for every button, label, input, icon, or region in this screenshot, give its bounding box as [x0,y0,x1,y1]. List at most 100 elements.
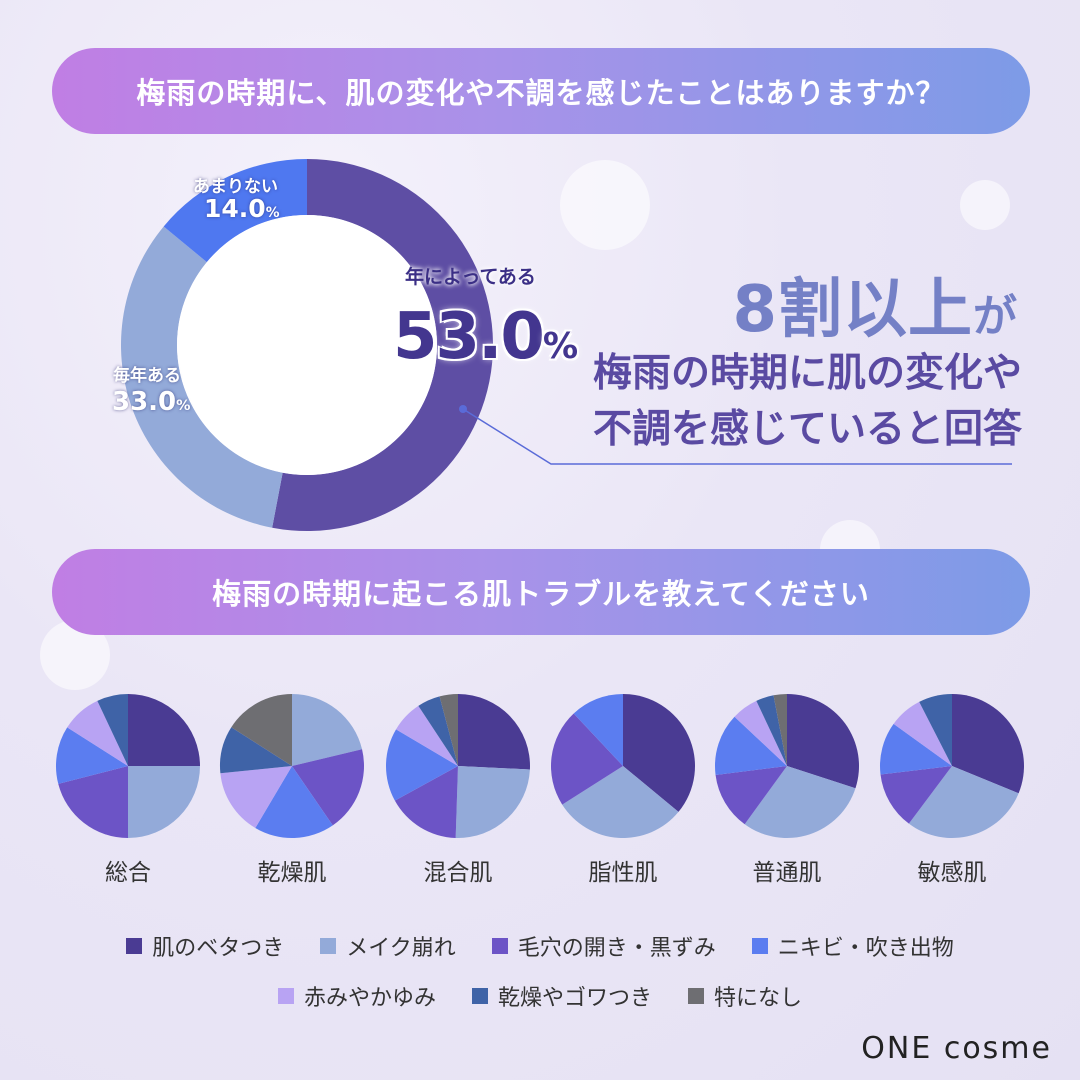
legend-label: 乾燥やゴワつき [497,986,652,1011]
pie-slice-1 [292,694,363,766]
pie-caption: 敏感肌 [917,860,987,886]
pie-slice-5 [756,695,787,766]
legend-swatch [471,988,488,1004]
legend-row: 赤みやかゆみ 乾燥やゴワつき 特になし [0,980,1080,1012]
pie-slice-0 [623,694,695,812]
slice-value-some-years: 53.0% [393,300,579,374]
slice-label-some-years: 年によってある [405,266,536,288]
bg-bokeh [560,160,650,250]
headline-particle: が [973,291,1018,342]
pie-chart-5: 敏感肌 [877,693,1027,887]
pie-chart-2: 混合肌 [383,693,533,887]
legend-item: ニキビ・吹き出物 [751,930,954,962]
legend-item: 特になし [688,980,802,1012]
pie-slice-2 [394,766,458,838]
pie-slice-2 [880,766,952,824]
legend-swatch [491,938,508,954]
pie-slice-5 [919,694,952,766]
slice-value-rarely: 14.0% [204,194,280,223]
pie-caption: 総合 [105,860,151,886]
pie-slice-1 [128,766,200,838]
pie-slice-1 [908,766,1019,838]
bg-bokeh [960,180,1010,230]
pie-slice-1 [562,766,679,838]
legend-swatch [688,988,704,1004]
pie-chart-0: 総合 [53,693,203,887]
pie-slice-5 [220,727,292,774]
legend-swatch [320,938,337,954]
donut-slice-2 [163,159,307,263]
pie-caption: 普通肌 [752,860,822,886]
legend-label: ニキビ・吹き出物 [777,936,954,961]
pie-slice-2 [58,766,129,838]
legend-item: メイク崩れ [320,930,456,962]
pie-slice-0 [952,694,1024,794]
pie-svg [880,694,1024,838]
pie-slice-4 [220,766,292,828]
pie-slice-0 [458,694,530,770]
pie-slice-4 [893,701,952,766]
headline-main-number: 8割以上 [732,273,973,347]
pie-slice-4 [734,700,787,766]
donut-chart [121,159,494,531]
pie-slice-3 [56,727,128,784]
legend-swatch [751,938,768,954]
pie-slice-3 [386,729,458,801]
question-1-text: 梅雨の時期に、肌の変化や不調を感じたことはありますか？ [136,76,946,110]
legend-label: 毛穴の開き・黒ずみ [517,936,716,961]
pie-slice-1 [744,766,856,838]
pie-slice-0 [787,694,859,789]
headline-line-2: 梅雨の時期に肌の変化や [592,351,1022,396]
legend-label: 赤みやかゆみ [303,986,436,1011]
pie-slice-6 [439,694,458,766]
pie-caption: 脂性肌 [588,860,658,886]
legend-item: 肌のベタつき [126,930,284,962]
slice-label-rarely: あまりない [193,177,278,197]
pie-slice-1 [455,766,530,838]
legend-swatch [126,938,143,954]
pie-slice-4 [67,700,128,766]
pie-slice-3 [880,723,952,775]
pie-svg [220,694,364,838]
pie-slice-0 [128,694,200,766]
pie-svg [386,694,530,838]
donut-hole [177,215,437,475]
question-2-text: 梅雨の時期に起こる肌トラブルを教えてください [212,577,870,611]
pie-chart-grid: 総合 乾燥肌 混合肌 脂性肌 普通肌 敏感肌 [0,680,1080,900]
pie-slice-2 [292,749,364,826]
brand-logo: ONE cosme [861,1031,1052,1066]
pie-caption: 乾燥肌 [257,860,327,886]
legend-item: 乾燥やゴワつき [471,980,652,1012]
legend: 肌のベタつき メイク崩れ 毛穴の開き・黒ずみ ニキビ・吹き出物 赤みやかゆみ 乾燥やゴワ… [0,930,1080,1030]
pie-slice-6 [773,694,787,766]
legend-item: 赤みやかゆみ [277,980,436,1012]
pie-svg [715,694,859,838]
pie-chart-4: 普通肌 [712,693,862,887]
pie-slice-4 [396,705,458,766]
pie-slice-6 [231,694,292,766]
legend-item: 毛穴の開き・黒ずみ [491,930,716,962]
pie-slice-5 [97,694,128,766]
headline-line-3: 不調を感じていると回答 [592,407,1022,452]
legend-label: 肌のベタつき [152,936,285,961]
pie-slice-5 [418,696,458,766]
donut-slice-0 [272,159,494,531]
pie-slice-2 [551,713,623,805]
headline-main: 8割以上が [732,258,1018,350]
question-banner-2: 梅雨の時期に起こる肌トラブルを教えてください [52,549,1030,635]
pie-chart-1: 乾燥肌 [217,693,367,887]
pie-slice-3 [255,766,333,838]
slice-label-every-year: 毎年ある [113,366,181,386]
pie-svg [56,694,200,838]
pie-caption: 混合肌 [423,860,493,886]
legend-label: 特になし [714,986,803,1011]
legend-label: メイク崩れ [346,936,456,961]
pie-slice-3 [573,694,623,766]
pie-chart-3: 脂性肌 [548,693,698,887]
legend-row: 肌のベタつき メイク崩れ 毛穴の開き・黒ずみ ニキビ・吹き出物 [0,930,1080,962]
question-banner-1: 梅雨の時期に、肌の変化や不調を感じたことはありますか？ [52,48,1030,134]
slice-value-every-year: 33.0% [112,387,191,417]
pie-slice-3 [715,716,787,776]
pie-svg [551,694,695,838]
donut-slice-1 [121,226,283,528]
